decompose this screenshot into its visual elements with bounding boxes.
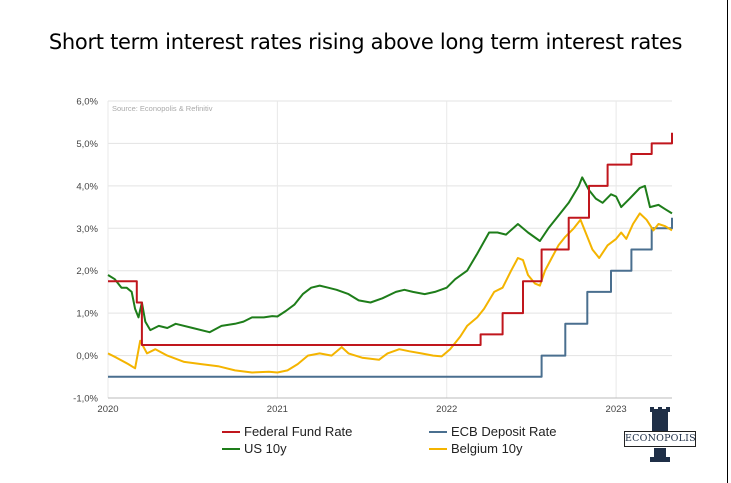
x-tick-label: 2023 [606,404,627,415]
chart-legend: Federal Fund Rate ECB Deposit Rate US 10… [222,424,582,464]
x-tick-label: 2021 [267,404,288,415]
castle-tower-icon [650,407,670,462]
source-note: Source: Econopolis & Refinitiv [112,104,213,113]
econopolis-logo: ECONOPOLIS [624,407,696,463]
series-layer [107,132,673,378]
grid-layer [107,100,672,399]
legend-item-ecb: ECB Deposit Rate [429,424,557,439]
legend-item-us10y: US 10y [222,441,287,456]
legend-swatch-belgium [429,447,447,450]
y-tick-label: 5,0% [76,139,98,150]
ecb-deposit-rate-line [108,217,673,378]
legend-label-ecb: ECB Deposit Rate [451,424,557,439]
legend-swatch-us10y [222,447,240,450]
y-tick-label: 2,0% [76,266,98,277]
y-tick-label: 1,0% [76,309,98,320]
axis-layer: -1,0% 0,0% 1,0% 2,0% 3,0% 4,0% 5,0% 6,0% 2020 202… [73,97,672,415]
page-right-border [727,0,728,483]
chart-title: Short term interest rates rising above l… [48,30,683,54]
legend-label-belgium: Belgium 10y [451,441,523,456]
logo-text: ECONOPOLIS [624,431,696,447]
federal-fund-rate-line [108,132,673,346]
x-tick-label: 2020 [97,404,118,415]
legend-label-fed: Federal Fund Rate [244,424,353,439]
legend-item-belgium: Belgium 10y [429,441,523,456]
legend-swatch-ecb [429,430,447,433]
y-tick-label: 0,0% [76,351,98,362]
belgium-10y-line [107,212,673,374]
us-10y-line [107,176,673,334]
x-tick-label: 2022 [436,404,457,415]
y-tick-label: 3,0% [76,224,98,235]
y-tick-label: 4,0% [76,181,98,192]
legend-label-us10y: US 10y [244,441,287,456]
y-tick-label: -1,0% [73,394,98,405]
legend-swatch-fed [222,430,240,433]
legend-item-fed: Federal Fund Rate [222,424,352,439]
y-tick-label: 6,0% [76,97,98,108]
